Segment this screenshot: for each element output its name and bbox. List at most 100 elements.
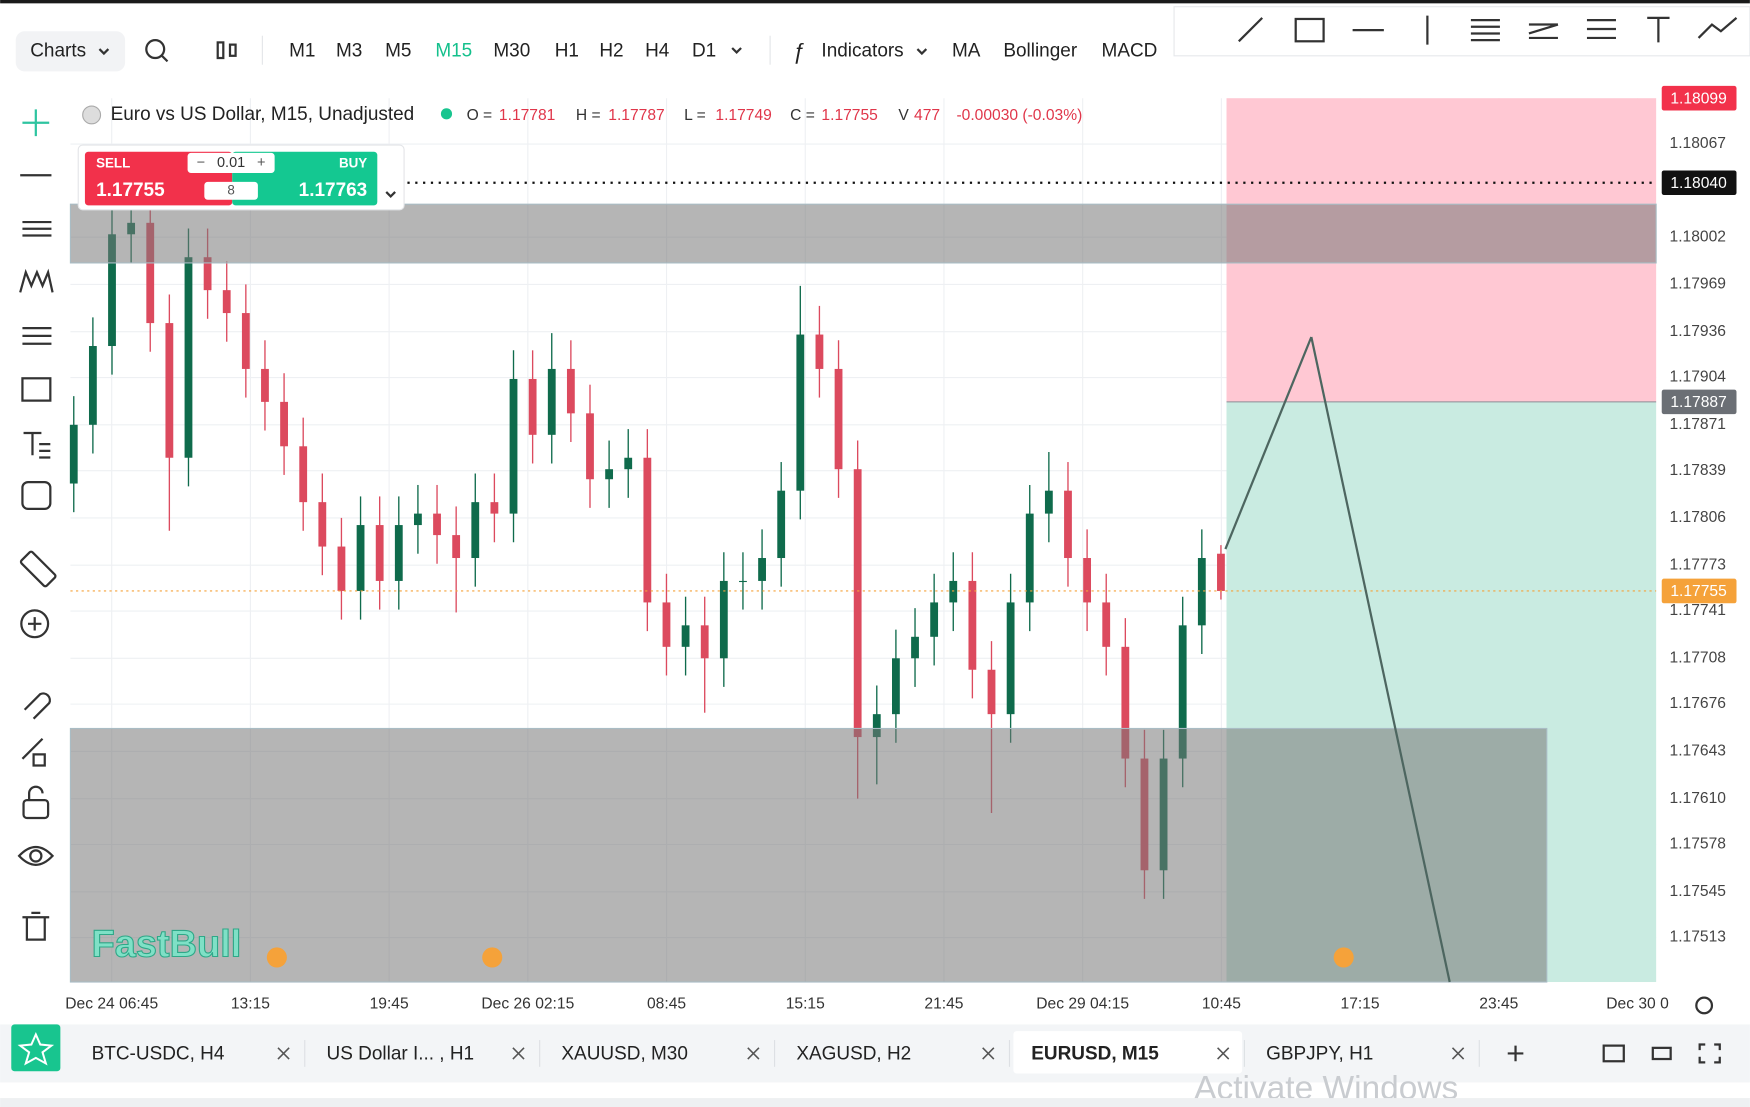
tab-label[interactable]: GBPJPY, H1: [1266, 1044, 1373, 1065]
y-tick-label: 1.17773: [1670, 556, 1726, 573]
tab-label[interactable]: BTC-USDC, H4: [92, 1044, 225, 1065]
timeframe[interactable]: H4: [645, 40, 669, 61]
drawing-tools[interactable]: [1238, 15, 1738, 45]
x-tick-label: 13:15: [231, 995, 270, 1012]
candle-body: [605, 469, 614, 480]
candle-body: [853, 469, 862, 738]
candle-body: [719, 580, 728, 659]
channel-tool[interactable]: [1528, 23, 1559, 40]
ruler-tool[interactable]: [19, 550, 57, 588]
tab-close[interactable]: [277, 1047, 290, 1060]
lot-input[interactable]: [187, 152, 275, 173]
candle-body: [528, 378, 537, 435]
candle-body: [222, 290, 231, 314]
candle-body: [662, 602, 671, 647]
tab-close[interactable]: [1217, 1047, 1230, 1060]
summary-label: H =: [576, 107, 601, 124]
candle-body: [758, 558, 766, 581]
drawing-toolbar: [1173, 6, 1750, 57]
candle-body: [1044, 490, 1053, 514]
layout-icon[interactable]: [1602, 1044, 1625, 1063]
summary-label: V: [898, 107, 909, 124]
delete-tool[interactable]: [22, 911, 50, 941]
timeframe[interactable]: M5: [385, 40, 411, 61]
pattern-tool[interactable]: [19, 268, 54, 293]
timeframe[interactable]: H1: [555, 40, 579, 61]
indicator-shortcut[interactable]: MACD: [1102, 40, 1158, 61]
trend-line-tool[interactable]: [1238, 17, 1264, 43]
rectangle-tool[interactable]: [1294, 17, 1325, 43]
lot-size[interactable]: 0.01: [217, 155, 245, 171]
path-tool[interactable]: [1697, 17, 1738, 39]
timeframe[interactable]: M3: [336, 40, 362, 61]
lock-tool[interactable]: [22, 799, 50, 820]
candle-body: [949, 580, 958, 603]
price-label-box: [1661, 170, 1737, 195]
window-icon[interactable]: [1651, 1046, 1672, 1061]
shape-tool[interactable]: [21, 377, 52, 402]
tab-close[interactable]: [1451, 1047, 1465, 1060]
tab-label[interactable]: XAUUSD, M30: [561, 1044, 688, 1065]
chart-type-icon[interactable]: [216, 41, 237, 60]
charts-button[interactable]: [15, 31, 126, 72]
crosshair-tool[interactable]: [22, 109, 50, 137]
favorites-button[interactable]: [11, 1024, 61, 1072]
emoji-tool[interactable]: [21, 480, 52, 510]
event-marker[interactable]: [482, 947, 503, 968]
x-tick-label: 21:45: [924, 995, 963, 1012]
visibility-tool[interactable]: [17, 845, 55, 866]
timeframe[interactable]: M30: [493, 40, 530, 61]
pitchfork-tool[interactable]: [1586, 18, 1616, 40]
tab-label[interactable]: US Dollar I... , H1: [327, 1044, 475, 1065]
price-label: 1.18099: [1670, 90, 1726, 107]
lock-drawing-tool[interactable]: [21, 737, 46, 767]
candle-body: [1102, 602, 1111, 647]
indicators-button[interactable]: Indicators: [821, 40, 903, 61]
timeframe[interactable]: M1: [289, 40, 315, 61]
indicator-shortcut[interactable]: MA: [952, 40, 981, 61]
tab-label[interactable]: XAGUSD, H2: [796, 1044, 911, 1065]
zoom-tool[interactable]: [20, 609, 50, 639]
text-tool[interactable]: [23, 431, 51, 459]
indicator-shortcut[interactable]: Bollinger: [1003, 40, 1077, 61]
candle-body: [471, 502, 480, 559]
settings-icon[interactable]: [1695, 996, 1714, 1015]
lot-minus[interactable]: −: [197, 155, 205, 171]
timeframes: M1 M3 M5 M15 M30 H1 H2 H4 D1: [289, 40, 742, 61]
magnet-tool[interactable]: [23, 692, 51, 720]
tab-close[interactable]: [982, 1047, 995, 1060]
summary-label: C =: [790, 107, 815, 124]
tab-close[interactable]: [512, 1047, 525, 1060]
event-marker[interactable]: [266, 947, 287, 968]
y-tick-label: 1.17904: [1670, 369, 1727, 386]
text-tool[interactable]: [1647, 16, 1670, 43]
chart-title: Euro vs US Dollar, M15, Unadjusted: [111, 104, 415, 125]
timeframe[interactable]: M15: [435, 40, 472, 61]
candle-body: [777, 490, 786, 559]
lot-plus[interactable]: +: [257, 155, 265, 171]
candle-body: [872, 714, 881, 738]
channel-tool[interactable]: [22, 326, 52, 345]
fib-tool[interactable]: [22, 220, 52, 237]
buy-price[interactable]: 1.17763: [299, 180, 368, 201]
sell-price[interactable]: 1.17755: [96, 180, 165, 201]
sell-label[interactable]: SELL: [96, 156, 130, 171]
panel-collapse[interactable]: [385, 191, 396, 198]
fullscreen-icon[interactable]: [1698, 1043, 1721, 1064]
timeframe[interactable]: D1: [692, 40, 716, 61]
star-icon: [17, 1031, 55, 1066]
charts-label[interactable]: Charts: [30, 40, 86, 61]
candle-body: [1025, 513, 1034, 603]
buy-label[interactable]: BUY: [339, 156, 367, 171]
tab-close[interactable]: [747, 1047, 760, 1060]
add-tab[interactable]: [1507, 1045, 1524, 1062]
tab-label[interactable]: EURUSD, M15: [1031, 1044, 1159, 1065]
tab-active-bg[interactable]: [1013, 1031, 1243, 1074]
search-icon[interactable]: [145, 39, 166, 60]
fib-tool[interactable]: [1470, 18, 1500, 42]
y-tick-label: 1.17936: [1670, 323, 1726, 340]
tabs: BTC-USDC, H4 US Dollar I... , H1 XAUUSD, M…: [92, 1031, 1480, 1074]
timeframe[interactable]: H2: [599, 40, 623, 61]
event-marker[interactable]: [1333, 947, 1354, 968]
candle-body: [1178, 625, 1187, 759]
